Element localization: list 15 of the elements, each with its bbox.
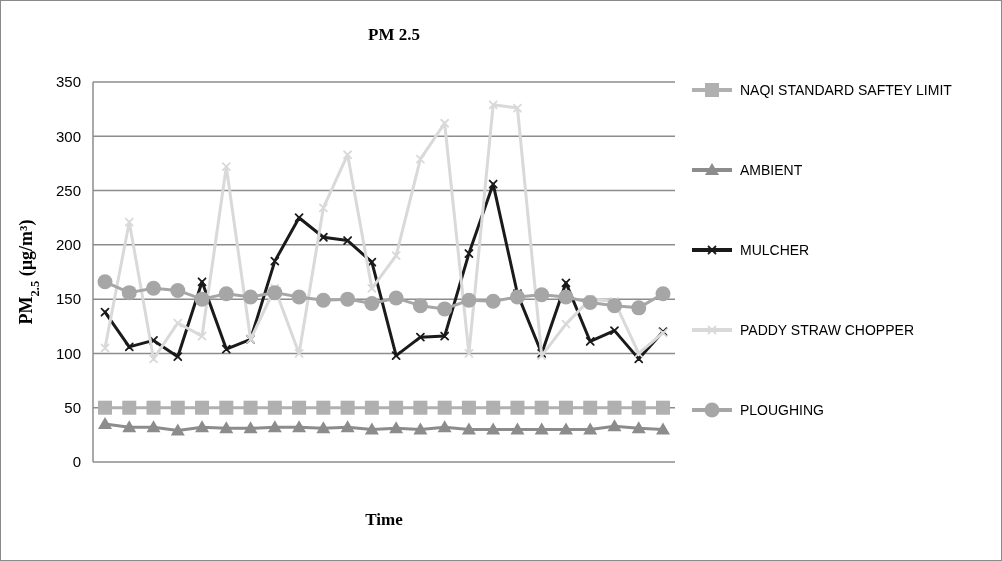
x-axis-title: Time (365, 510, 404, 529)
y-tick-label: 250 (55, 181, 81, 199)
legend-label: PADDY STRAW CHOPPER (740, 321, 914, 338)
chart-title: PM 2.5 (368, 25, 420, 44)
legend-label: PLOUGHING (740, 401, 825, 418)
legend-label: NAQI STANDARD SAFTEY LIMIT (740, 81, 953, 98)
y-tick-label: 100 (55, 344, 81, 362)
legend-label: AMBIENT (740, 161, 803, 178)
y-tick-label: 200 (55, 236, 81, 254)
y-tick-label: 350 (55, 73, 81, 91)
y-tick-label: 0 (72, 453, 81, 471)
y-tick-label: 50 (64, 398, 81, 416)
y-tick-label: 150 (55, 290, 81, 308)
y-tick-label: 300 (55, 127, 81, 145)
legend-label: MULCHER (740, 241, 810, 258)
